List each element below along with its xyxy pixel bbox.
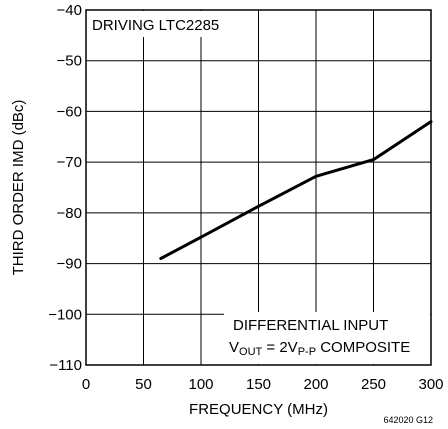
x-tick-label: 0 xyxy=(82,376,90,393)
annotation-top-left-bg xyxy=(87,11,237,37)
x-tick-label: 300 xyxy=(418,376,443,393)
figure-id: 642020 G12 xyxy=(383,415,433,425)
anno-vout-sub: OUT xyxy=(239,346,263,358)
annotation-differential-input: DIFFERENTIAL INPUT xyxy=(233,317,388,334)
grid-lines xyxy=(86,10,431,365)
y-tick-label: −90 xyxy=(57,256,82,273)
x-tick-label: 50 xyxy=(135,376,152,393)
x-tick-label: 100 xyxy=(188,376,213,393)
annotation-top-left: DRIVING LTC2285 xyxy=(92,17,219,34)
y-tick-label: −80 xyxy=(57,205,82,222)
anno-eq-2v: = 2V xyxy=(262,339,297,356)
y-tick-labels: −110 −100 −90 −80 −70 −60 −50 −40 xyxy=(48,2,82,374)
x-axis-label: FREQUENCY (MHz) xyxy=(189,401,328,418)
x-tick-label: 250 xyxy=(361,376,386,393)
plot-frame xyxy=(85,9,432,366)
x-tick-label: 200 xyxy=(303,376,328,393)
series-line xyxy=(159,120,433,260)
anno-vout-v: V xyxy=(229,339,239,356)
y-tick-label: −50 xyxy=(57,53,82,70)
x-tick-label: 150 xyxy=(246,376,271,393)
annotation-vout-composite: VOUT = 2VP-P COMPOSITE xyxy=(229,339,410,358)
y-tick-label: −70 xyxy=(57,154,82,171)
y-axis-label: THIRD ORDER IMD (dBc) xyxy=(10,100,27,276)
y-tick-label: −60 xyxy=(57,103,82,120)
y-tick-label: −40 xyxy=(57,2,82,19)
y-tick-label: −100 xyxy=(48,306,82,323)
anno-composite: COMPOSITE xyxy=(316,339,410,356)
x-tick-labels: 0 50 100 150 200 250 300 xyxy=(82,376,444,393)
annotation-bottom-right-bg xyxy=(224,312,430,364)
y-tick-label: −110 xyxy=(49,357,82,374)
anno-pp-sub: P-P xyxy=(298,346,316,358)
series-group xyxy=(159,120,433,260)
